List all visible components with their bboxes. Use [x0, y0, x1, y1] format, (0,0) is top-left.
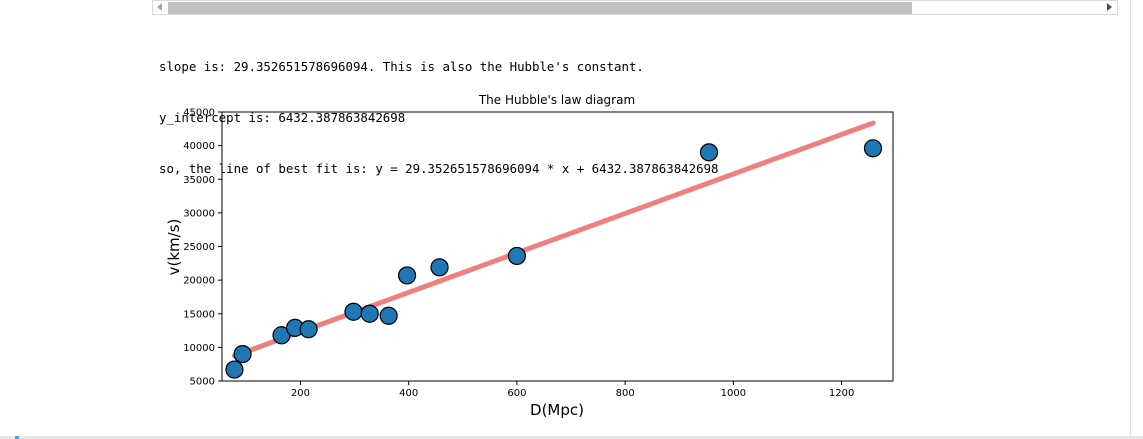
y-tick-label: 40000 — [183, 141, 215, 152]
data-point — [299, 320, 318, 339]
data-point — [699, 143, 719, 162]
data-point — [225, 360, 244, 379]
scrollbar-thumb[interactable] — [168, 2, 912, 14]
data-points — [225, 139, 883, 379]
x-tick-label: 600 — [507, 388, 526, 399]
data-point — [233, 345, 252, 364]
output-line-best-fit: so, the line of best fit is: y = 29.3526… — [159, 161, 719, 176]
cell-bottom-border — [0, 436, 1143, 439]
y-axis-label: v(km/s) — [165, 219, 183, 276]
data-point — [507, 246, 527, 266]
output-line-slope: slope is: 29.352651578696094. This is al… — [159, 59, 644, 74]
best-fit-line — [231, 120, 876, 359]
x-tick-label: 400 — [399, 388, 418, 399]
y-tick-label: 15000 — [183, 309, 215, 320]
plot-area-frame — [221, 111, 894, 382]
notebook-divider — [1130, 0, 1131, 439]
output-line-intercept: y_intercept is: 6432.387863842698 — [159, 110, 406, 125]
y-tick-label: 30000 — [183, 208, 215, 219]
data-point — [379, 306, 398, 325]
cell-output-text: slope is: 29.352651578696094. This is al… — [159, 24, 719, 194]
scroll-right-arrow-icon[interactable] — [1107, 3, 1112, 11]
data-point — [863, 139, 883, 158]
horizontal-scrollbar[interactable] — [152, 0, 1118, 15]
fit-line-group — [231, 120, 876, 359]
x-axis-label: D(Mpc) — [530, 401, 584, 419]
data-point — [397, 266, 417, 285]
axis-ticks: 200 400 600 800 1000 1200 5000 10000 15000 20000 2… — [183, 108, 854, 400]
x-tick-label: 800 — [616, 388, 635, 399]
data-point — [360, 304, 379, 323]
x-tick-label: 1200 — [829, 388, 854, 399]
data-point — [430, 258, 449, 277]
y-tick-label: 25000 — [183, 242, 215, 253]
x-tick-label: 1000 — [721, 388, 746, 399]
y-tick-label: 5000 — [190, 377, 215, 388]
chart-title: The Hubble's law diagram — [478, 93, 635, 107]
cell-focus-accent — [15, 436, 19, 439]
y-tick-label: 10000 — [183, 343, 215, 354]
y-tick-label: 20000 — [183, 276, 215, 287]
y-tick-label: 45000 — [183, 108, 215, 119]
data-point — [344, 302, 363, 321]
x-tick-label: 200 — [291, 388, 310, 399]
scroll-left-arrow-icon[interactable] — [157, 3, 162, 11]
y-tick-label: 35000 — [183, 175, 215, 186]
